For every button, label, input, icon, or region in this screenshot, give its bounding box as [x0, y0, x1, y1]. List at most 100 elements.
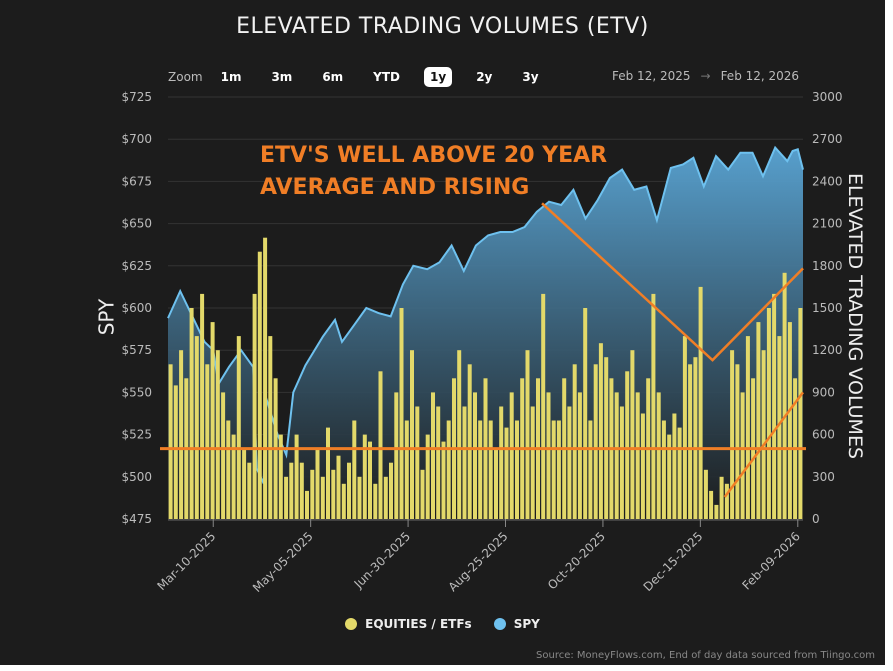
volume-bar — [278, 434, 283, 519]
y-tick-left: $725 — [121, 90, 152, 104]
volume-bar — [310, 469, 315, 519]
zoom-1y-button[interactable]: 1y — [424, 67, 453, 87]
volume-bar — [236, 336, 241, 519]
volume-bar — [714, 504, 719, 519]
y-tick-left: $650 — [121, 217, 152, 231]
volume-bar — [284, 476, 289, 519]
volume-bar — [446, 420, 451, 519]
zoom-6m-button[interactable]: 6m — [322, 70, 344, 84]
volume-bar — [210, 322, 215, 519]
volume-bar — [488, 420, 493, 519]
volume-bar — [709, 490, 714, 519]
trend-annotation-line — [723, 391, 805, 498]
y-tick-left: $600 — [121, 301, 152, 315]
y-tick-left: $575 — [121, 343, 152, 357]
volume-bar — [494, 448, 498, 519]
volume-bar — [756, 322, 761, 519]
zoom-ytd-button[interactable]: YTD — [373, 70, 401, 84]
y-tick-right: 0 — [812, 512, 820, 526]
range-to-input[interactable]: Feb 12, 2026 — [720, 69, 800, 83]
volume-bar — [504, 427, 509, 519]
legend-dot-icon — [493, 618, 506, 630]
volume-bar — [619, 406, 624, 519]
chart-title: ELEVATED TRADING VOLUMES (ETV) — [236, 14, 649, 39]
y-tick-right: 2100 — [812, 217, 843, 231]
volume-bar — [336, 455, 341, 519]
volume-bar — [294, 434, 299, 519]
volume-bar — [289, 462, 294, 519]
y-tick-left: $475 — [121, 512, 152, 526]
legend-item-equities[interactable]: EQUITIES / ETFs — [345, 617, 472, 631]
x-tick-label: Aug-25-2025 — [446, 529, 511, 594]
volume-bar — [541, 293, 546, 519]
annotation-line-2: AVERAGE AND RISING — [260, 175, 530, 200]
volume-bar — [362, 434, 367, 519]
volume-bar — [326, 427, 330, 519]
volume-bar — [368, 441, 372, 519]
legend-dot-icon — [345, 618, 358, 630]
volume-bar — [546, 392, 551, 519]
volume-bar — [404, 420, 409, 519]
volume-bar — [682, 336, 687, 519]
volume-bar — [431, 392, 435, 519]
volume-bar — [257, 251, 262, 519]
volume-bar — [640, 413, 645, 519]
volume-bar — [200, 293, 205, 519]
volume-bar — [515, 420, 519, 519]
volume-bar — [179, 350, 184, 519]
zoom-3y-button[interactable]: 3y — [522, 70, 539, 84]
volume-bar — [415, 406, 420, 519]
volume-bar — [572, 364, 577, 519]
legend-item-spy[interactable]: SPY — [493, 617, 540, 631]
volume-bar — [698, 286, 703, 519]
x-tick-label: Oct-20-2025 — [545, 529, 608, 592]
volume-bar — [593, 364, 598, 519]
volume-bar — [703, 469, 708, 519]
volume-bar — [588, 420, 593, 519]
volume-bar — [441, 441, 446, 519]
volume-bar — [436, 406, 441, 519]
y-tick-right: 600 — [812, 428, 835, 442]
volume-bar — [719, 476, 724, 519]
volume-bar — [425, 434, 430, 519]
volume-bar — [420, 469, 425, 519]
volume-bar — [383, 476, 388, 519]
zoom-1m-button[interactable]: 1m — [220, 70, 242, 84]
x-tick-label: Jun-30-2025 — [351, 529, 413, 591]
volume-bar — [473, 392, 477, 519]
zoom-3m-button[interactable]: 3m — [271, 70, 293, 84]
range-separator: → — [700, 69, 711, 83]
volume-bar — [740, 392, 745, 519]
v-annotation-line — [541, 202, 804, 362]
volume-bar — [604, 357, 609, 519]
volume-bar — [556, 420, 561, 519]
y-tick-right: 2400 — [812, 174, 843, 188]
y-axis-right-label: ELEVATED TRADING VOLUMES — [844, 172, 866, 460]
x-tick-label: Dec-15-2025 — [641, 529, 706, 594]
volume-bar — [205, 364, 210, 519]
x-tick-label: May-05-2025 — [250, 529, 316, 595]
volume-bar — [688, 364, 693, 519]
volume-bar — [268, 336, 273, 519]
y-tick-left: $700 — [121, 132, 152, 146]
volume-bar — [525, 350, 530, 519]
date-range: Feb 12, 2025 → Feb 12, 2026 — [612, 69, 799, 83]
zoom-2y-button[interactable]: 2y — [476, 70, 493, 84]
range-from-input[interactable]: Feb 12, 2025 — [612, 69, 691, 83]
volume-bar — [320, 476, 325, 519]
volume-bar — [315, 448, 320, 519]
volume-bar — [194, 336, 199, 519]
volume-bar — [567, 406, 572, 519]
legend: EQUITIES / ETFs SPY — [0, 617, 885, 631]
volume-bar — [347, 462, 351, 519]
volume-bar — [389, 462, 393, 519]
volume-bar — [457, 350, 462, 519]
volume-bar — [352, 420, 357, 519]
volume-bar — [772, 293, 777, 519]
y-tick-right: 1200 — [812, 343, 843, 357]
volume-bar — [168, 364, 173, 519]
x-tick-label: Mar-10-2025 — [154, 529, 218, 593]
volume-bar — [357, 476, 362, 519]
volume-bar — [509, 392, 514, 519]
